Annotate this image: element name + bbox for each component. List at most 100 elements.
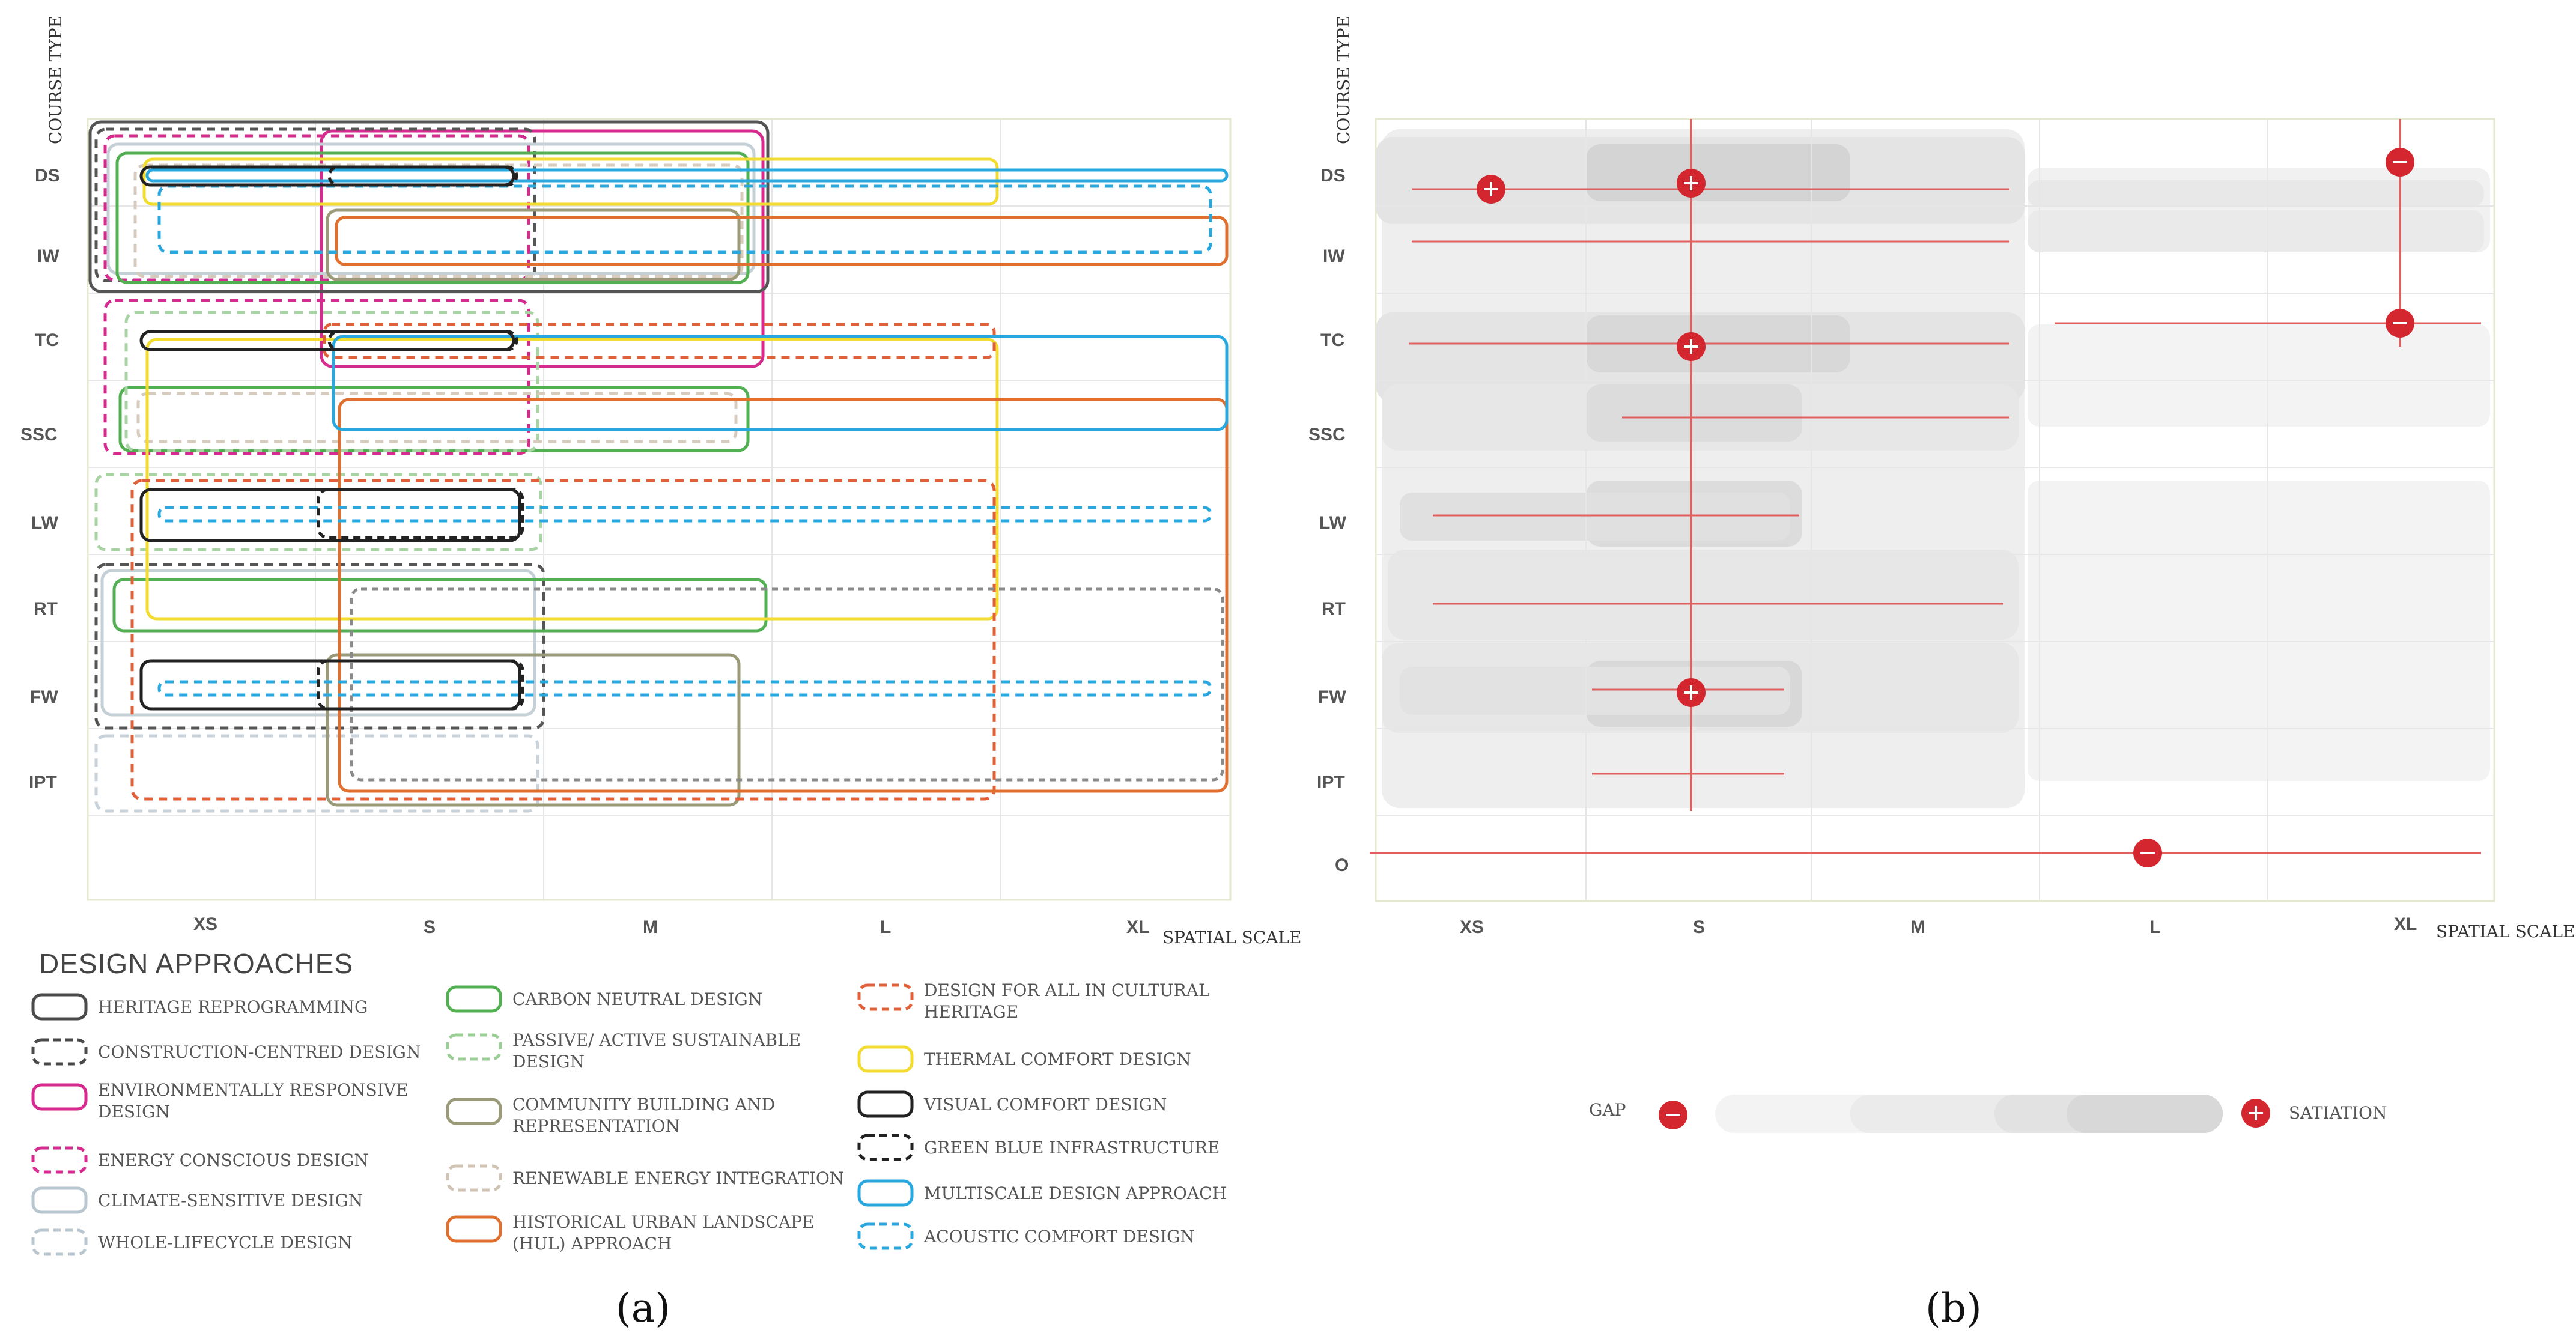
row-label: FW <box>30 687 58 707</box>
caption-b: (b) <box>1925 1285 1982 1331</box>
legend: HERITAGE REPROGRAMMING CONSTRUCTION-CENTR… <box>31 980 1227 1256</box>
climate-sensitive-outline <box>106 142 756 275</box>
legend-swatch <box>857 1090 914 1118</box>
green-blue-outline <box>317 488 524 539</box>
minus-marker <box>2133 839 2162 867</box>
panel-b-y-axis-title: COURSE TYPE <box>1334 16 1353 144</box>
construction-centred-outline <box>94 127 536 282</box>
climate-sensitive-outline <box>100 569 536 717</box>
plus-marker <box>2241 1099 2270 1128</box>
legend-label: DESIGN <box>512 1052 585 1072</box>
legend-swatch <box>446 1215 502 1243</box>
panel-b-row-labels: DS IW TC SSC LW RT FW IPT O <box>1308 166 1349 875</box>
legend-swatch <box>446 985 502 1013</box>
legend-label: REPRESENTATION <box>512 1116 680 1136</box>
legend-label: MULTISCALE DESIGN APPROACH <box>924 1183 1227 1203</box>
col-label: S <box>1693 917 1705 937</box>
col-label: M <box>1910 917 1925 937</box>
legend-swatch <box>31 1083 88 1111</box>
legend-label: GREEN BLUE INFRASTRUCTURE <box>924 1138 1220 1158</box>
visual-comfort-outline <box>139 659 521 711</box>
row-label: FW <box>1318 687 1346 707</box>
legend-label: PASSIVE/ ACTIVE SUSTAINABLE <box>512 1030 801 1050</box>
panel-a-y-axis-title: COURSE TYPE <box>46 16 65 144</box>
legend-title: DESIGN APPROACHES <box>39 948 353 979</box>
col-label: XL <box>2394 914 2417 934</box>
legend-label: CARBON NEUTRAL DESIGN <box>512 989 762 1009</box>
row-label: IW <box>37 246 59 266</box>
acoustic-comfort-outline <box>157 680 1212 697</box>
legend-label: CONSTRUCTION-CENTRED DESIGN <box>98 1042 421 1062</box>
design-for-all-outline <box>323 323 996 359</box>
legend-swatch <box>31 1146 88 1174</box>
green-blue-outline <box>317 659 524 711</box>
row-label: SSC <box>1308 425 1346 445</box>
legend-swatch <box>857 983 914 1011</box>
legend-swatch <box>857 1179 914 1207</box>
legend-label: WHOLE-LIFECYCLE DESIGN <box>98 1233 352 1252</box>
legend-swatch <box>31 993 88 1021</box>
panel-b: COURSE TYPE DS IW TC SSC LW RT FW IPT O … <box>1308 16 2575 1331</box>
row-label: RT <box>1322 599 1346 619</box>
legend-label: DESIGN FOR ALL IN CULTURAL <box>924 980 1210 1000</box>
row-label: IW <box>1323 246 1345 266</box>
legend-label: (HUL) APPROACH <box>512 1234 672 1254</box>
legend-swatch <box>857 1134 914 1161</box>
density-shading <box>1376 129 2490 808</box>
legend-label: ACOUSTIC COMFORT DESIGN <box>923 1227 1195 1246</box>
green-blue-outline <box>327 330 518 351</box>
visual-comfort-outline <box>139 330 515 351</box>
design-approach-shapes <box>88 120 1229 813</box>
plus-marker <box>1677 169 1706 198</box>
legend-label: HISTORICAL URBAN LANDSCAPE <box>512 1212 814 1232</box>
row-label: DS <box>35 166 60 186</box>
panel-a-frame <box>87 118 1232 901</box>
panel-a: COURSE TYPE DS IW TC SSC LW RT FW IPT XS… <box>20 16 1301 1331</box>
plus-marker <box>1677 332 1706 361</box>
renewable-energy-outline <box>133 163 744 278</box>
row-label: IPT <box>29 773 57 792</box>
legend-label: VISUAL COMFORT DESIGN <box>923 1095 1167 1114</box>
legend-label: THERMAL COMFORT DESIGN <box>924 1049 1191 1069</box>
legend-swatch <box>446 1164 502 1192</box>
legend-swatch <box>31 1038 88 1066</box>
gap-label: GAP <box>1589 1100 1626 1120</box>
community-building-outline <box>326 208 741 281</box>
energy-conscious-outline <box>103 299 530 455</box>
gap-satiation-scale: GAP SATIATION <box>1589 1095 2387 1133</box>
legend-swatch <box>446 1098 502 1125</box>
minus-marker <box>2386 309 2414 338</box>
carbon-neutral-outline <box>112 578 768 633</box>
row-label: IPT <box>1317 773 1345 792</box>
legend-label: ENVIRONMENTALLY RESPONSIVE <box>98 1080 408 1100</box>
acoustic-comfort-outline <box>157 506 1212 523</box>
legend-swatch <box>31 1228 88 1256</box>
col-label: L <box>880 917 891 937</box>
row-label: LW <box>31 513 59 533</box>
visual-comfort-outline <box>139 488 521 542</box>
col-label: S <box>424 917 436 937</box>
legend-swatch <box>31 1186 88 1214</box>
legend-label: ENERGY CONSCIOUS DESIGN <box>98 1150 369 1170</box>
row-label: O <box>1335 855 1349 875</box>
legend-label: HERITAGE <box>924 1002 1018 1022</box>
panel-b-grid <box>1376 119 2494 901</box>
passive-active-outline <box>124 311 539 452</box>
legend-swatch <box>857 1045 914 1073</box>
green-blue-outline <box>327 165 518 187</box>
plus-marker <box>1677 678 1706 707</box>
environmentally-responsive-outline <box>320 129 765 368</box>
passive-active-outline <box>94 473 542 551</box>
col-label: L <box>2149 917 2160 937</box>
minus-marker <box>2386 148 2414 177</box>
col-label: XS <box>1460 917 1484 937</box>
construction-centred-outline <box>94 563 545 730</box>
legend-label: CLIMATE-SENSITIVE DESIGN <box>98 1191 363 1210</box>
row-label: TC <box>35 330 59 350</box>
energy-conscious-outline <box>103 134 530 282</box>
col-label: XL <box>1126 917 1149 937</box>
caption-a: (a) <box>616 1285 670 1331</box>
grey-dashed-outline <box>350 587 1224 782</box>
row-label: SSC <box>20 425 58 445</box>
